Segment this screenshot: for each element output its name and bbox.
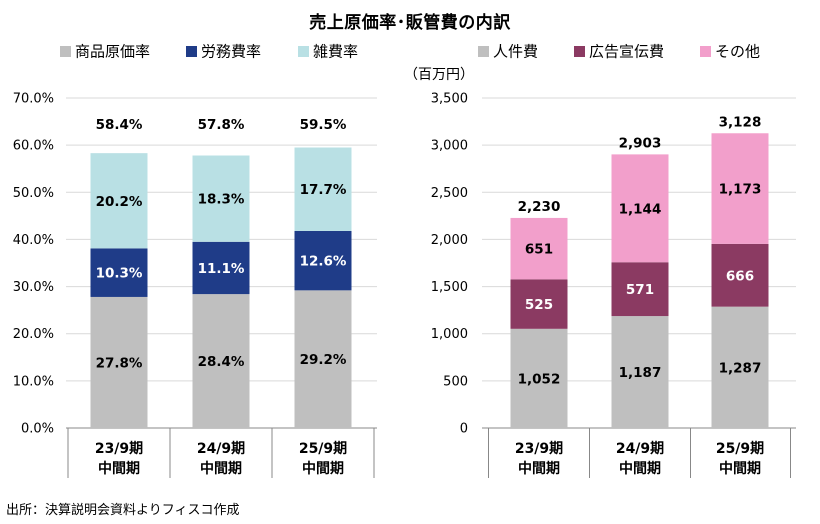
chart2-bar-segment — [711, 306, 769, 428]
chart1-data-label: 11.1% — [198, 261, 245, 277]
chart1-y-tick-label: 30.0% — [13, 280, 54, 295]
chart1-y-tick-label: 60.0% — [13, 139, 54, 154]
chart2-bar-segment — [510, 328, 568, 428]
chart1-bar-segment — [90, 153, 148, 249]
chart1-data-label: 28.4% — [198, 354, 245, 370]
chart1-y-tick-label: 40.0% — [13, 233, 54, 248]
chart1-total-label: 59.5% — [300, 117, 347, 133]
chart2-bar-segment — [711, 133, 769, 244]
chart2-y-tick-label: 1,000 — [431, 327, 468, 342]
chart1-legend-swatch — [186, 46, 197, 57]
chart2-data-label: 666 — [726, 268, 754, 284]
chart2-bar-segment — [611, 262, 669, 317]
chart1-legend-label: 雑費率 — [313, 43, 358, 61]
chart2-category-label: 中間期 — [719, 460, 761, 477]
chart2-data-label: 1,052 — [518, 371, 561, 387]
chart2-legend-label: 人件費 — [493, 43, 538, 61]
chart2-data-label: 651 — [525, 242, 553, 258]
chart2-total-label: 2,230 — [518, 199, 561, 215]
chart1-category-label: 中間期 — [200, 460, 242, 477]
chart2-legend-label: 広告宣伝費 — [589, 43, 664, 61]
chart1-bar-segment — [294, 230, 352, 291]
chart1-category-label: 中間期 — [302, 460, 344, 477]
source-note: 出所：決算説明会資料よりフィスコ作成 — [6, 503, 240, 518]
chart1-bar-segment — [192, 155, 250, 242]
chart1-data-label: 27.8% — [96, 355, 143, 371]
chart1-bar-segment — [90, 296, 148, 428]
chart1-category-label: 24/9期 — [197, 441, 245, 457]
chart1-category-label: 23/9期 — [95, 441, 143, 457]
chart2-bar-segment — [711, 243, 769, 307]
chart1-legend-label: 労務費率 — [201, 43, 261, 61]
chart2-y-tick-label: 3,000 — [431, 139, 468, 154]
chart1-y-tick-label: 0.0% — [21, 422, 54, 437]
chart2-category-label: 24/9期 — [616, 441, 664, 457]
chart2-bar-segment — [510, 217, 568, 280]
chart2-y-tick-label: 2,000 — [431, 233, 468, 248]
chart1-bar-segment — [192, 294, 250, 428]
chart2-total-label: 3,128 — [719, 114, 762, 130]
chart2-legend-swatch — [478, 46, 489, 57]
chart1-bar-segment — [192, 241, 250, 295]
chart2-category-label: 中間期 — [518, 460, 560, 477]
chart1-y-tick-label: 10.0% — [13, 374, 54, 389]
chart1-data-label: 17.7% — [300, 182, 347, 198]
chart2-legend-label: その他 — [715, 43, 760, 61]
chart1-bar-segment — [294, 290, 352, 428]
chart1-bar-segment — [294, 147, 352, 231]
chart1-data-label: 20.2% — [96, 194, 143, 210]
chart1-data-label: 10.3% — [96, 266, 143, 282]
chart2-data-label: 571 — [626, 282, 654, 298]
chart1-legend-label: 商品原価率 — [75, 43, 150, 61]
chart1-total-label: 57.8% — [198, 117, 245, 133]
chart1-category-label: 25/9期 — [299, 441, 347, 457]
chart1-data-label: 29.2% — [300, 352, 347, 368]
chart2-bar-segment — [611, 316, 669, 428]
chart2-y-tick-label: 2,500 — [431, 186, 468, 201]
chart2-data-label: 1,187 — [619, 365, 662, 381]
chart2-legend-swatch — [574, 46, 585, 57]
chart1-y-tick-label: 50.0% — [13, 186, 54, 201]
chart1-total-label: 58.4% — [96, 117, 143, 133]
chart2-total-label: 2,903 — [619, 135, 662, 151]
chart2-y-axis-unit: （百万円） — [404, 67, 474, 83]
chart2-data-label: 1,144 — [619, 201, 662, 217]
chart2-data-label: 525 — [525, 297, 553, 313]
chart1-legend-swatch — [60, 46, 71, 57]
chart2-bar-segment — [611, 154, 669, 263]
chart1-data-label: 12.6% — [300, 254, 347, 270]
chart1-category-label: 中間期 — [98, 460, 140, 477]
chart2-y-tick-label: 0 — [460, 422, 468, 437]
chart2-data-label: 1,287 — [719, 360, 762, 376]
chart2-category-label: 23/9期 — [515, 441, 563, 457]
chart1-legend-swatch — [298, 46, 309, 57]
chart2-bar-segment — [510, 279, 568, 329]
chart2-category-label: 中間期 — [619, 460, 661, 477]
chart1-data-label: 18.3% — [198, 192, 245, 208]
chart1-bar-segment — [90, 248, 148, 297]
chart-title: 売上原価率･販管費の内訳 — [309, 13, 511, 33]
chart2-category-label: 25/9期 — [716, 441, 764, 457]
chart1-y-tick-label: 70.0% — [13, 92, 54, 107]
chart2-y-tick-label: 1,500 — [431, 280, 468, 295]
chart2-y-tick-label: 3,500 — [431, 92, 468, 107]
chart2-legend-swatch — [700, 46, 711, 57]
chart2-y-tick-label: 500 — [443, 374, 468, 389]
chart2-data-label: 1,173 — [719, 182, 762, 198]
chart1-y-tick-label: 20.0% — [13, 327, 54, 342]
